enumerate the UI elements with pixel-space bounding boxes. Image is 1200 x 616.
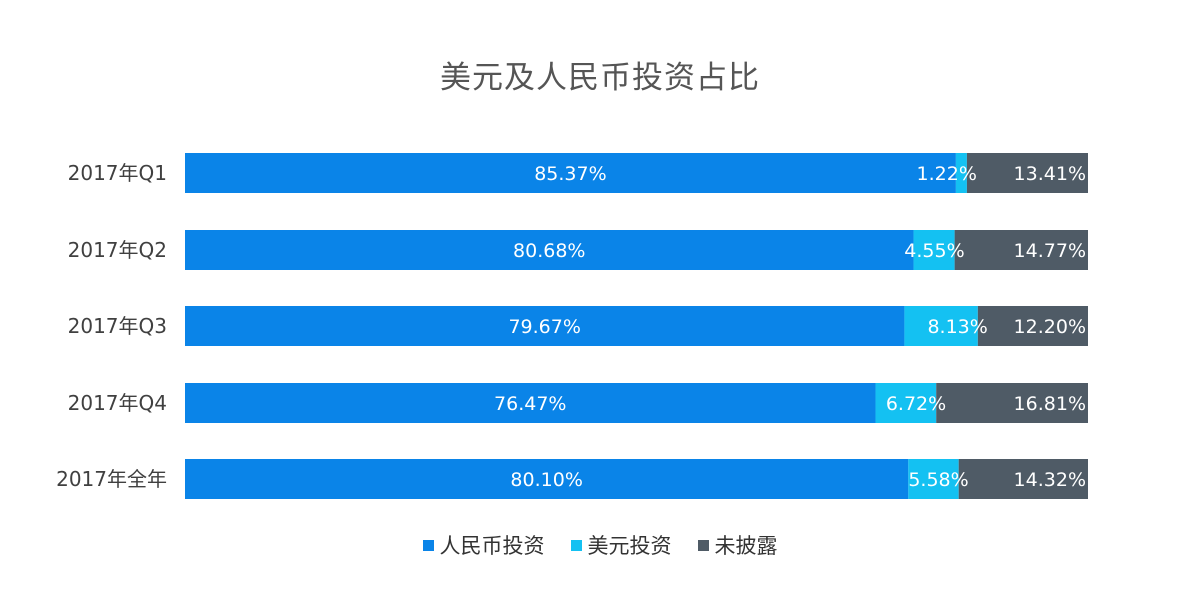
bar-segment: [185, 306, 905, 346]
chart-title: 美元及人民币投资占比: [440, 60, 760, 96]
data-label: 85.37%: [534, 163, 606, 185]
bar-segment: [185, 459, 909, 499]
legend-swatch: [570, 539, 582, 551]
legend-label: 人民币投资: [439, 534, 545, 558]
bar-segment: [185, 383, 876, 423]
data-label: 5.58%: [908, 469, 968, 491]
data-label: 14.32%: [1014, 469, 1086, 491]
bar-segment: [958, 459, 1088, 499]
data-label: 12.20%: [1014, 316, 1086, 338]
legend-item: 美元投资: [570, 530, 672, 560]
bar-segment: [904, 306, 978, 346]
labels-layer: 2017年Q1 85.37% 1.22% 13.41% 2017年Q2 80.68% 4.5…: [56, 161, 1086, 491]
legend-label: 未披露: [714, 534, 778, 558]
category-label: 2017年Q3: [68, 314, 167, 338]
legend-swatch: [697, 539, 709, 551]
bar-segment: [913, 230, 955, 270]
data-label: 80.10%: [510, 469, 582, 491]
bar-segment: [955, 153, 967, 193]
bar-segment: [185, 153, 956, 193]
data-label: 6.72%: [886, 393, 946, 415]
data-label: 80.68%: [513, 240, 585, 262]
bar-segment: [908, 459, 959, 499]
legend-swatch: [422, 539, 434, 551]
bars-layer: [185, 153, 1088, 499]
legend-label: 美元投资: [587, 534, 672, 558]
bar-segment: [936, 383, 1088, 423]
category-label: 2017年全年: [56, 467, 167, 491]
category-label: 2017年Q4: [68, 391, 167, 415]
data-label: 13.41%: [1014, 163, 1086, 185]
bar-segment: [185, 230, 914, 270]
data-label: 16.81%: [1014, 393, 1086, 415]
bar-segment: [966, 153, 1088, 193]
data-label: 14.77%: [1014, 240, 1086, 262]
category-label: 2017年Q1: [68, 161, 167, 185]
data-label: 79.67%: [508, 316, 580, 338]
data-label: 4.55%: [904, 240, 964, 262]
data-label: 76.47%: [494, 393, 566, 415]
legend: 人民币投资 美元投资 未披露: [0, 530, 1200, 560]
legend-item: 人民币投资: [422, 530, 545, 560]
bar-segment: [954, 230, 1088, 270]
bar-segment: [875, 383, 937, 423]
category-label: 2017年Q2: [68, 238, 167, 262]
data-label: 8.13%: [927, 316, 987, 338]
data-label: 1.22%: [917, 163, 977, 185]
legend-item: 未披露: [697, 530, 778, 560]
bar-segment: [977, 306, 1088, 346]
